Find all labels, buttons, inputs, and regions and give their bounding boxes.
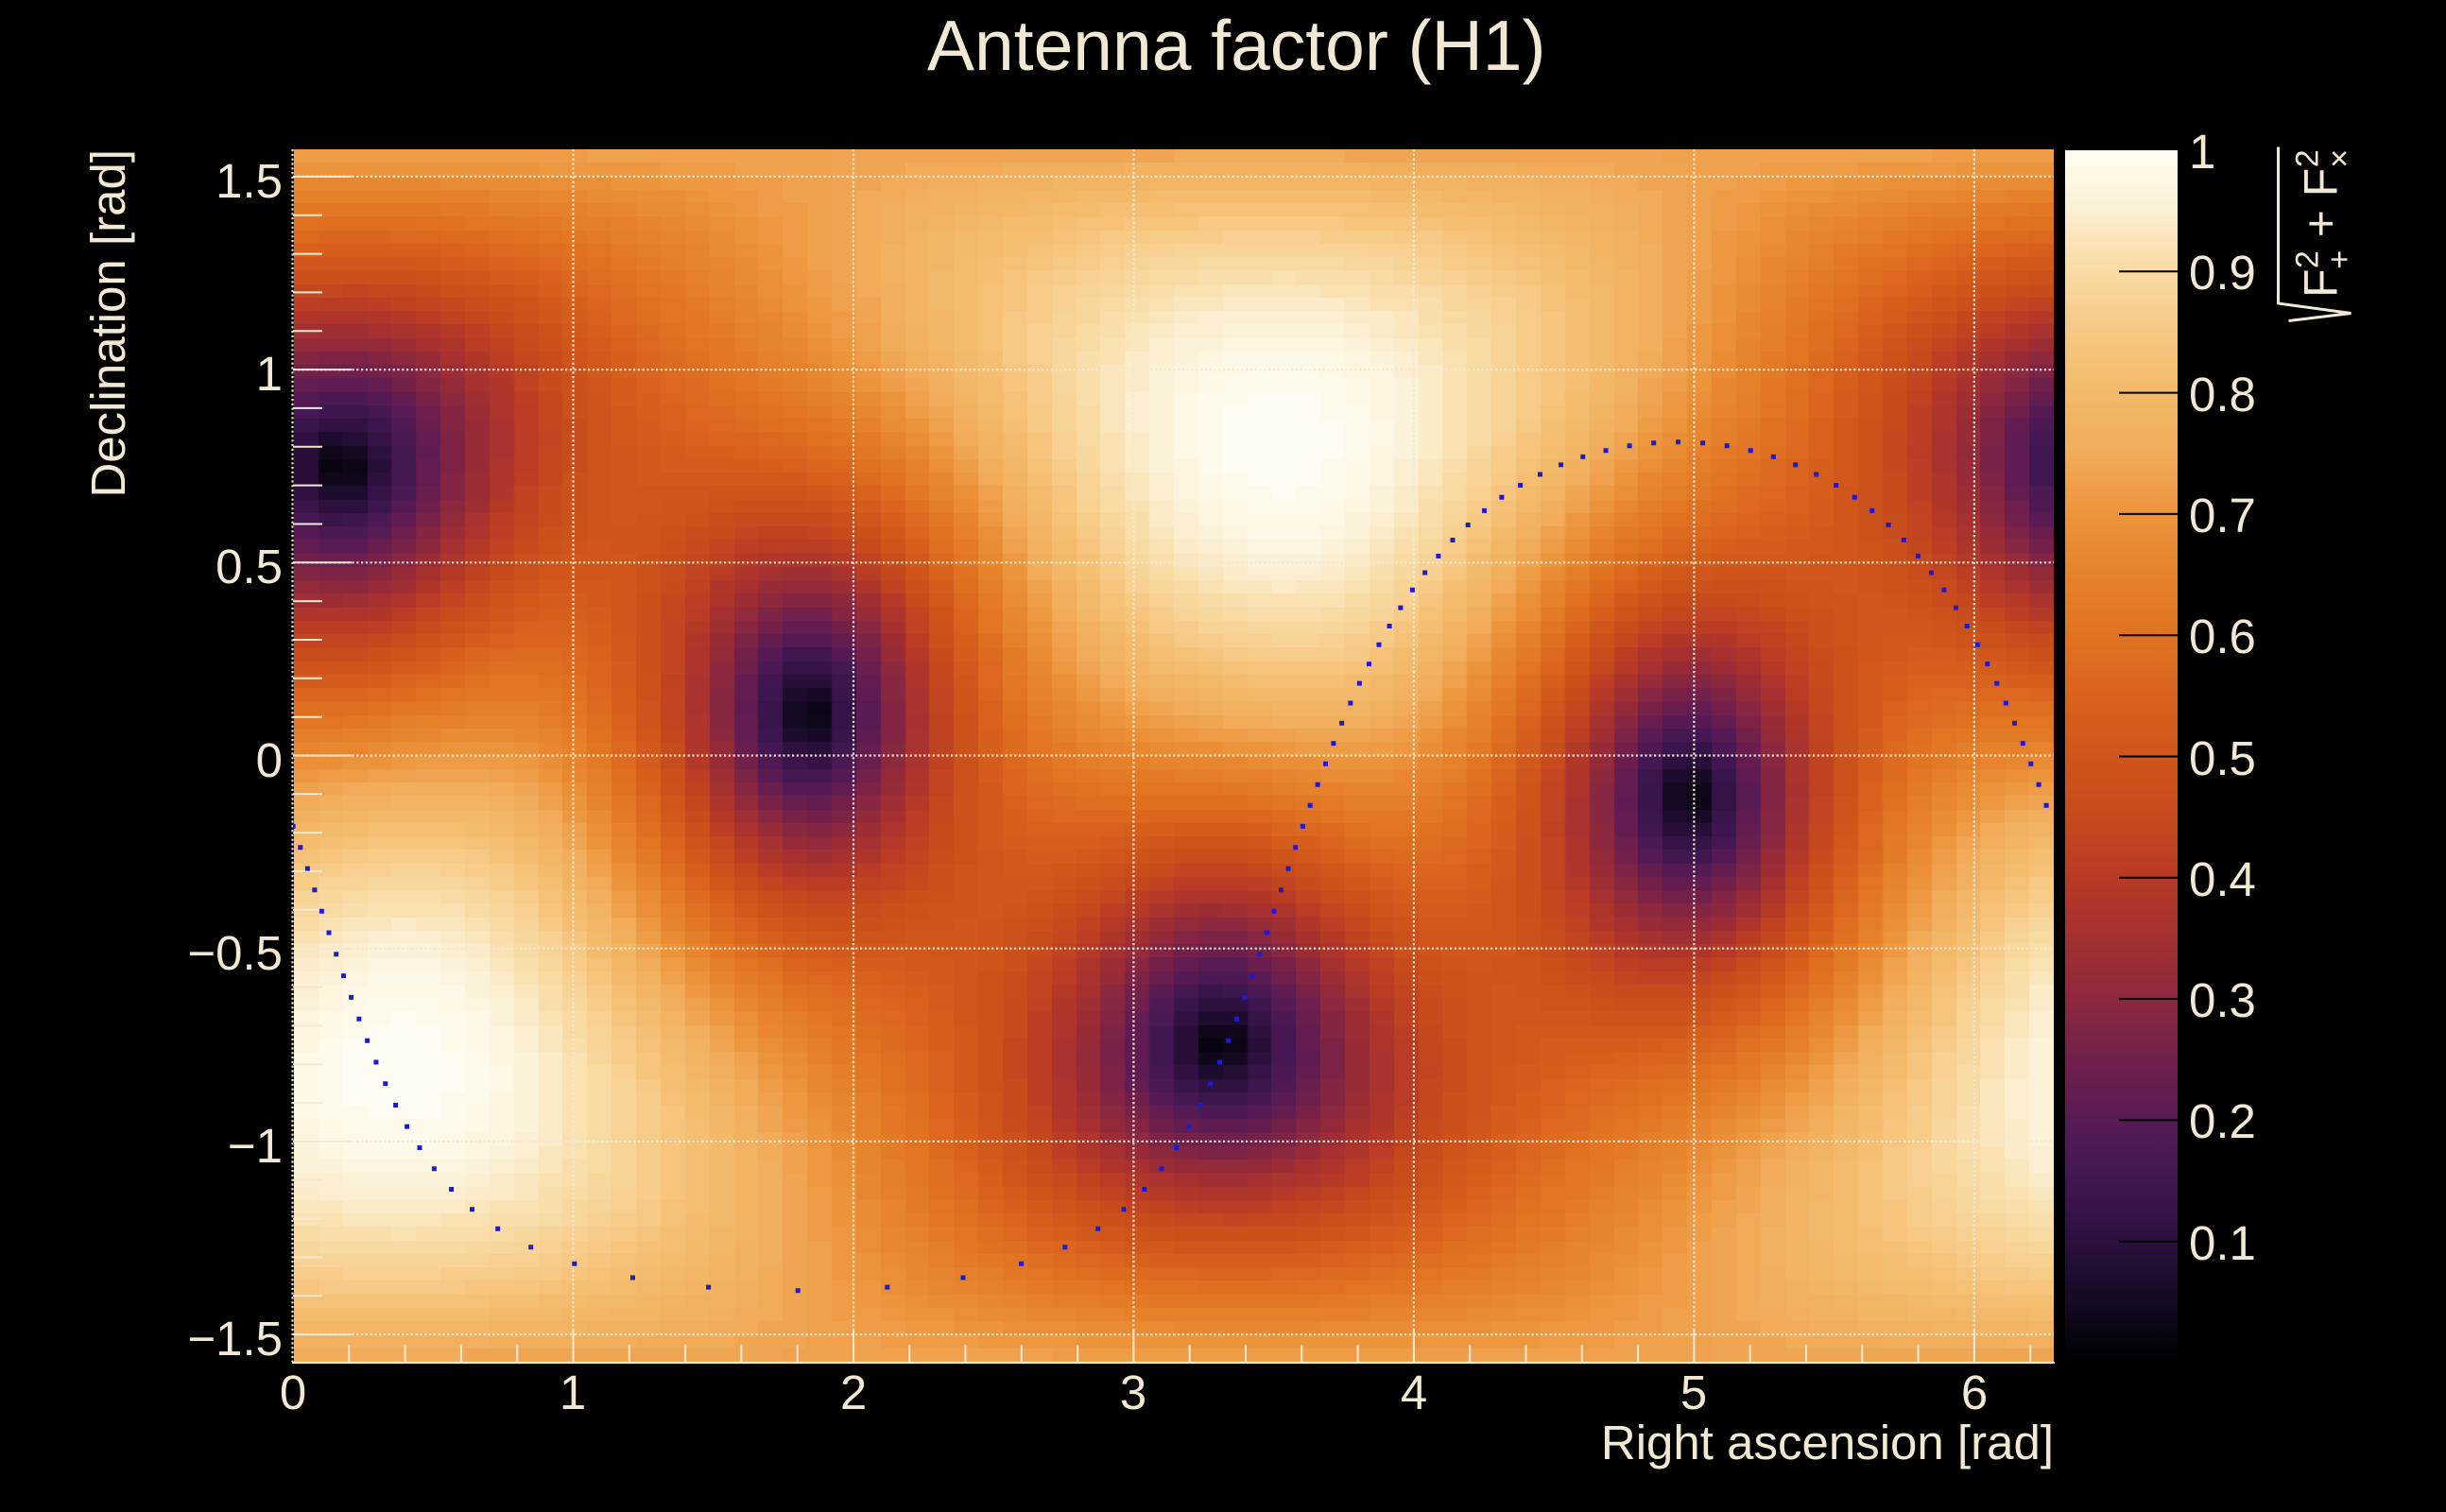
- svg-text:2: 2: [840, 1366, 867, 1419]
- svg-text:0.4: 0.4: [2189, 852, 2256, 906]
- svg-text:0.3: 0.3: [2189, 973, 2256, 1027]
- svg-text:5: 5: [1680, 1366, 1707, 1419]
- svg-text:0.5: 0.5: [215, 540, 283, 593]
- svg-text:1: 1: [560, 1366, 586, 1419]
- svg-text:Antenna factor (H1): Antenna factor (H1): [927, 6, 1546, 85]
- svg-text:1: 1: [256, 347, 283, 401]
- svg-text:0.7: 0.7: [2189, 489, 2256, 542]
- svg-text:0.1: 0.1: [2189, 1216, 2256, 1270]
- svg-text:0: 0: [256, 733, 283, 787]
- svg-text:0: 0: [280, 1366, 306, 1419]
- svg-text:6: 6: [1961, 1366, 1988, 1419]
- svg-text:1.5: 1.5: [215, 154, 283, 208]
- svg-text:4: 4: [1401, 1366, 1427, 1419]
- svg-text:3: 3: [1120, 1366, 1146, 1419]
- svg-text:F+2 + F×2: F+2 + F×2: [2290, 149, 2358, 298]
- svg-text:Declination [rad]: Declination [rad]: [81, 149, 135, 498]
- svg-text:0.5: 0.5: [2189, 731, 2256, 785]
- svg-text:Right ascension [rad]: Right ascension [rad]: [1601, 1416, 2054, 1469]
- svg-text:0.6: 0.6: [2189, 610, 2256, 663]
- svg-text:0.9: 0.9: [2189, 246, 2256, 300]
- svg-text:0.2: 0.2: [2189, 1094, 2256, 1148]
- svg-text:−0.5: −0.5: [187, 926, 283, 980]
- svg-text:−1: −1: [228, 1119, 283, 1173]
- svg-text:1: 1: [2189, 125, 2215, 179]
- svg-text:−1.5: −1.5: [187, 1312, 283, 1366]
- svg-text:0.8: 0.8: [2189, 368, 2256, 421]
